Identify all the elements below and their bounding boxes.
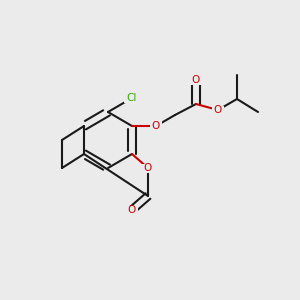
Text: O: O xyxy=(214,105,222,115)
Text: O: O xyxy=(192,75,200,85)
Text: Cl: Cl xyxy=(127,93,137,103)
FancyBboxPatch shape xyxy=(126,206,138,214)
FancyBboxPatch shape xyxy=(150,122,162,130)
Text: O: O xyxy=(144,163,152,173)
FancyBboxPatch shape xyxy=(124,94,140,103)
Text: O: O xyxy=(152,121,160,131)
FancyBboxPatch shape xyxy=(142,164,154,172)
Text: O: O xyxy=(128,205,136,215)
FancyBboxPatch shape xyxy=(212,106,224,115)
FancyBboxPatch shape xyxy=(190,76,202,85)
